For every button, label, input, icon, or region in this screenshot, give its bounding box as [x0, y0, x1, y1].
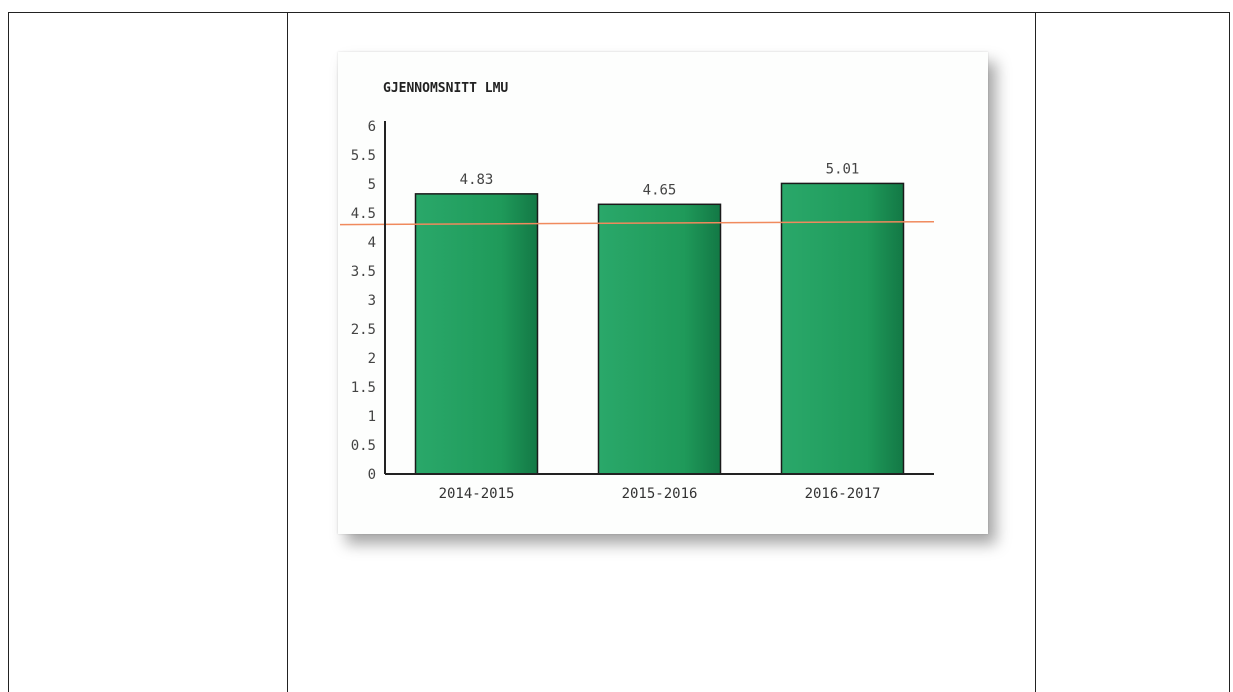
y-tick-label: 3: [368, 293, 376, 309]
y-tick-label: 3.5: [351, 264, 376, 280]
x-tick-label: 2016-2017: [805, 486, 881, 502]
y-tick-label: 1.5: [351, 380, 376, 396]
x-tick-label: 2015-2016: [622, 486, 698, 502]
bar-2016-2017: [780, 182, 905, 475]
data-label: 4.65: [643, 182, 677, 198]
bar-chart: GJENNOMSNITT LMU 0 0.5 1 1.5 2 2.5 3 3.5 4 4.5 5 5.…: [339, 81, 935, 502]
document-table: [8, 12, 1230, 692]
data-label: 5.01: [826, 161, 860, 177]
y-tick-label: 0.5: [351, 438, 376, 454]
reference-line: [339, 220, 935, 226]
bar-2014-2015: [414, 193, 539, 475]
y-tick-label: 5: [368, 177, 376, 193]
table-column-divider: [287, 12, 288, 692]
table-column-divider: [1035, 12, 1036, 692]
y-tick-label: 6: [368, 119, 376, 135]
x-tick-label: 2014-2015: [439, 486, 515, 502]
y-tick-label: 0: [368, 467, 376, 483]
y-tick-label: 5.5: [351, 148, 376, 164]
y-tick-label: 4: [368, 235, 376, 251]
chart-title: GJENNOMSNITT LMU: [383, 81, 508, 96]
y-tick-label: 1: [368, 409, 376, 425]
bar-2015-2016: [597, 203, 722, 475]
y-tick-label: 2: [368, 351, 376, 367]
y-tick-label: 4.5: [351, 206, 376, 222]
data-label: 4.83: [460, 172, 494, 188]
y-tick-label: 2.5: [351, 322, 376, 338]
chart-card: GJENNOMSNITT LMU 0 0.5 1 1.5 2 2.5 3 3.5 4 4.5 5 5.…: [338, 52, 988, 534]
